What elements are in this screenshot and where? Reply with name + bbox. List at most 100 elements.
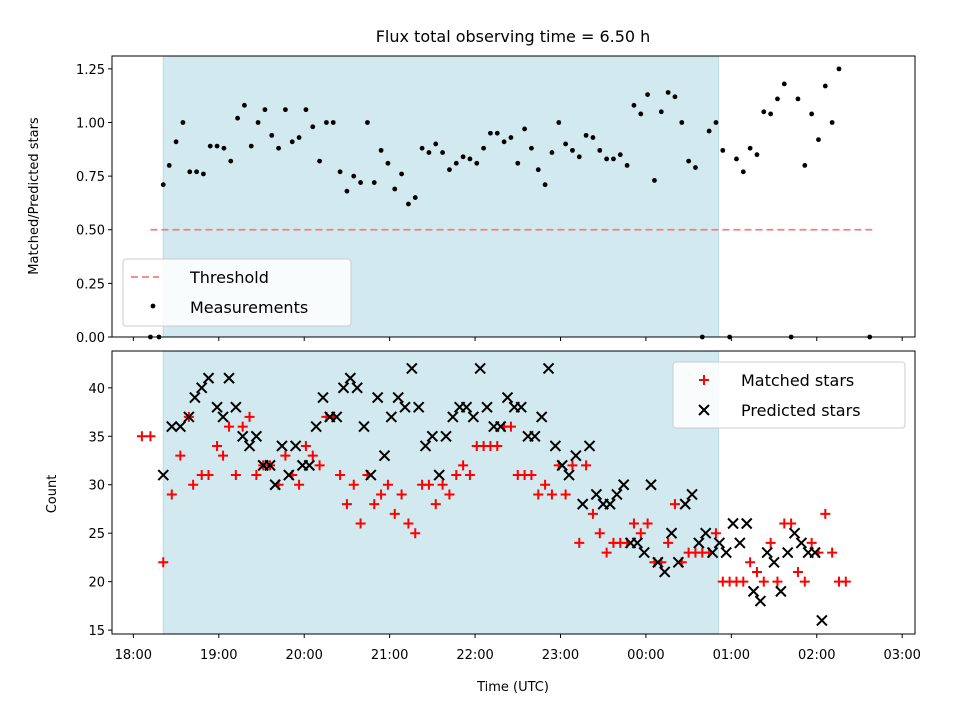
measurement-point [433,141,439,147]
matched-star-point [396,489,407,500]
measurement-point [802,162,808,168]
predicted-star-point [440,430,452,442]
y-tick-label: 1.25 [76,63,105,78]
measurement-point [303,107,309,113]
predicted-star-point [686,488,698,501]
matched-star-point [369,499,380,510]
x-tick-label: 01:00 [713,648,750,663]
predicted-star-point [358,420,370,433]
matched-star-point [792,566,803,577]
measurement-point [412,195,418,200]
y-tick-label: 20 [88,576,105,591]
panel-count: 15 20 25 30 35 40 18:00 19:00 20:00 21:00 22:00 23:… [88,350,921,663]
matched-star-point [635,528,646,539]
matched-star-point [820,508,831,519]
measurement-point [351,173,357,179]
matched-star-point [827,547,838,558]
predicted-star-point [782,546,794,559]
matched-star-point [567,460,578,471]
predicted-star-point [679,498,691,510]
predicted-star-point [747,585,760,598]
legend-measurements-swatch [150,303,156,309]
predicted-star-point [734,537,746,549]
predicted-star-point [385,411,398,423]
matched-star-point [663,537,674,548]
measurement-point [501,139,507,145]
predicted-star-point [460,401,473,413]
predicted-star-point [720,546,732,559]
predicted-star-point [515,401,527,413]
matched-star-point [348,479,359,490]
measurement-point [720,147,726,153]
matched-star-point [533,489,544,500]
predicted-star-point [250,430,263,442]
legend-predicted-label: Predicted stars [741,401,861,420]
y-axis-label-count: Count [45,475,60,514]
matched-star-point [437,479,448,490]
predicted-star-point [474,362,486,375]
measurement-point [317,158,322,164]
legend-predicted-swatch [698,404,710,416]
matched-star-point [594,528,605,539]
measurement-point [713,120,719,125]
measurement-point [344,188,350,194]
predicted-star-point [576,498,589,510]
predicted-star-point [344,372,357,384]
matched-star-point [540,479,551,490]
measurement-point [734,156,739,162]
measurement-point [754,152,760,158]
predicted-star-point [699,527,712,539]
matched-star-point [307,450,318,461]
measurement-point [337,169,343,175]
predicted-star-point [741,517,753,530]
matched-star-point [410,528,421,539]
x-tick-label: 20:00 [285,648,322,663]
measurement-point [330,120,336,125]
x-tick-label: 00:00 [627,648,664,663]
measurement-point [679,120,685,125]
predicted-star-point [392,391,404,404]
measurement-point [242,102,247,108]
x-tick-label: 18:00 [115,648,152,663]
measurement-point [624,162,630,168]
matched-star-point [710,528,721,539]
predicted-star-point [713,537,726,549]
y-tick-label: 30 [88,479,105,494]
predicted-star-point [283,469,295,481]
matched-star-point [158,557,169,568]
measurement-point [816,137,821,143]
measurement-point [529,145,534,151]
measurement-point [809,111,815,117]
legend-matched-swatch [699,375,709,385]
matched-star-point [212,440,223,451]
predicted-star-point [330,411,343,423]
predicted-star-point [243,440,256,452]
predicted-star-point [337,382,350,394]
measurement-point [160,182,166,188]
matched-star-point [758,576,769,587]
matched-star-point [423,479,434,490]
matched-star-point [280,450,291,461]
predicted-star-point [317,391,329,404]
measurement-point [617,152,623,158]
measurement-point [392,186,398,192]
predicted-star-point [611,488,623,501]
matched-star-point [451,470,462,481]
measurement-point [453,160,459,166]
legend-measurements-label: Measurements [190,298,308,317]
measurement-point [385,160,391,166]
matched-star-point [237,421,248,432]
measurement-point [378,147,384,153]
y-tick-label: 15 [88,624,105,639]
predicted-star-point [433,469,445,481]
matched-star-point [786,518,797,529]
matched-star-point [628,518,639,529]
predicted-star-point [501,391,514,404]
matched-star-point [458,460,469,471]
measurement-point [542,182,548,188]
predicted-star-point [604,498,616,510]
measurement-point [508,135,514,140]
matched-star-point [492,440,503,451]
measurement-point [269,132,275,138]
matched-star-point [389,508,400,519]
